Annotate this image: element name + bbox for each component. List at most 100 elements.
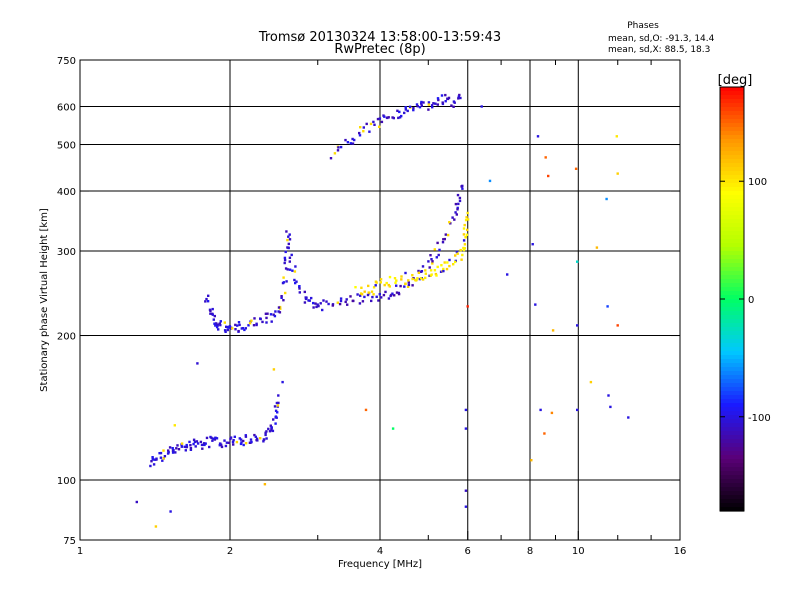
data-point bbox=[403, 111, 406, 115]
data-point bbox=[530, 459, 533, 462]
data-point bbox=[203, 443, 206, 447]
data-point bbox=[211, 307, 214, 311]
data-point bbox=[403, 285, 406, 288]
data-point bbox=[434, 272, 438, 276]
colorbar-segment bbox=[720, 495, 744, 500]
data-point bbox=[218, 322, 221, 325]
data-point bbox=[315, 305, 318, 309]
colorbar-segment bbox=[720, 391, 744, 396]
colorbar-segment bbox=[720, 507, 744, 512]
data-point bbox=[295, 280, 298, 283]
data-point bbox=[325, 300, 328, 303]
data-point bbox=[303, 301, 307, 304]
data-point bbox=[274, 409, 278, 412]
x-tick-label: 10 bbox=[572, 546, 585, 557]
data-point bbox=[375, 295, 378, 298]
data-point bbox=[213, 322, 216, 325]
data-point bbox=[406, 285, 410, 288]
data-point bbox=[253, 433, 256, 437]
data-point bbox=[595, 246, 599, 249]
data-point bbox=[466, 218, 470, 221]
data-point bbox=[416, 105, 419, 108]
data-point bbox=[450, 104, 453, 107]
data-point bbox=[356, 293, 359, 296]
colorbar-segment bbox=[720, 331, 744, 336]
data-point bbox=[349, 142, 352, 145]
data-point bbox=[576, 324, 579, 327]
data-point bbox=[377, 299, 380, 302]
data-point bbox=[443, 261, 446, 264]
y-tick-label: 300 bbox=[57, 247, 76, 258]
data-point bbox=[337, 146, 340, 149]
data-point bbox=[431, 262, 434, 265]
data-point bbox=[534, 303, 537, 306]
data-point bbox=[215, 322, 218, 325]
data-point bbox=[384, 290, 387, 294]
data-point bbox=[339, 297, 343, 300]
data-point bbox=[416, 277, 419, 280]
data-point bbox=[393, 294, 396, 297]
data-point bbox=[465, 216, 468, 219]
data-point bbox=[265, 430, 268, 433]
data-point bbox=[462, 233, 466, 236]
y-tick-label: 400 bbox=[57, 187, 76, 198]
data-point bbox=[391, 292, 394, 295]
data-point bbox=[209, 309, 212, 313]
data-point bbox=[218, 444, 221, 447]
colorbar-segment bbox=[720, 135, 744, 140]
data-point bbox=[224, 330, 227, 333]
colorbar-segment bbox=[720, 431, 744, 436]
stats-line-x: mean, sd,X: 88.5, 18.3 bbox=[608, 45, 710, 55]
data-point bbox=[158, 452, 161, 455]
data-point bbox=[397, 116, 400, 120]
data-point bbox=[308, 299, 311, 302]
data-point bbox=[331, 304, 334, 307]
data-point bbox=[271, 429, 275, 433]
stats-line-o: mean, sd,O: -91.3, 14.4 bbox=[608, 34, 715, 44]
data-point bbox=[237, 321, 241, 324]
data-point bbox=[387, 297, 391, 300]
colorbar-segment bbox=[720, 327, 744, 332]
data-point bbox=[213, 438, 217, 441]
data-point bbox=[244, 434, 247, 437]
data-point bbox=[369, 122, 373, 126]
data-point bbox=[404, 106, 407, 109]
data-point bbox=[349, 295, 352, 298]
data-point bbox=[411, 274, 414, 277]
data-point bbox=[163, 455, 167, 458]
data-point bbox=[385, 116, 389, 119]
data-point bbox=[248, 322, 252, 325]
data-point bbox=[214, 436, 217, 439]
data-point bbox=[244, 442, 248, 445]
colorbar-segment bbox=[720, 491, 744, 496]
data-point bbox=[427, 260, 430, 263]
colorbar-segment bbox=[720, 319, 744, 324]
data-point bbox=[466, 228, 469, 232]
data-point bbox=[433, 269, 437, 272]
data-point bbox=[380, 296, 383, 299]
data-point bbox=[288, 256, 292, 259]
data-point bbox=[252, 324, 256, 327]
data-point bbox=[367, 284, 370, 288]
data-point bbox=[285, 230, 288, 233]
data-point bbox=[464, 218, 468, 222]
data-point bbox=[370, 290, 374, 293]
colorbar-segment bbox=[720, 283, 744, 288]
data-point bbox=[199, 440, 203, 444]
data-point bbox=[272, 313, 275, 316]
data-point bbox=[174, 451, 177, 454]
data-point bbox=[420, 104, 423, 107]
data-point bbox=[370, 299, 373, 303]
colorbar-segment bbox=[720, 419, 744, 424]
data-point bbox=[380, 120, 384, 124]
colorbar-segment bbox=[720, 387, 744, 392]
data-point bbox=[256, 439, 259, 442]
data-point bbox=[412, 107, 415, 110]
data-point bbox=[151, 456, 154, 459]
colorbar-segment bbox=[720, 251, 744, 256]
data-point bbox=[149, 464, 152, 468]
data-point bbox=[310, 296, 313, 300]
data-point bbox=[239, 438, 243, 441]
data-point bbox=[162, 457, 165, 460]
data-point bbox=[223, 329, 227, 332]
